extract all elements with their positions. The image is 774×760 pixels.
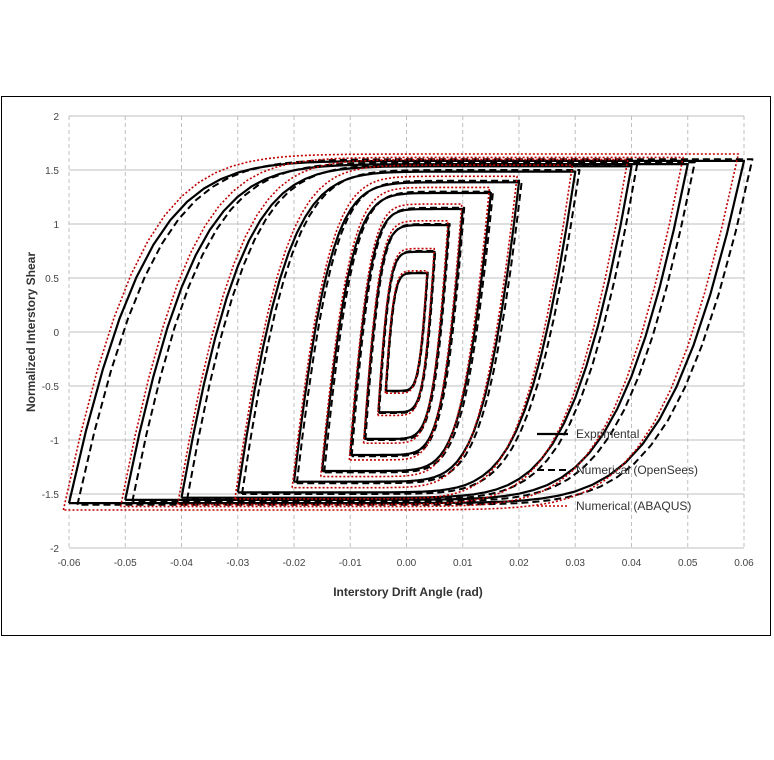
hysteresis-loop [292, 181, 521, 483]
y-tick-label: 1 [53, 220, 59, 231]
y-tick-label: -1.5 [42, 490, 60, 501]
hysteresis-loop [241, 169, 581, 495]
hysteresis-loop [348, 203, 463, 461]
y-tick-label: 2 [53, 112, 59, 123]
y-tick-label: 1.5 [45, 166, 59, 177]
x-tick-label: 0.06 [734, 558, 754, 569]
x-tick-label: 0.04 [622, 558, 642, 569]
hysteresis-loop [350, 206, 466, 458]
y-tick-label: -2 [50, 544, 59, 555]
hysteresis-loop [378, 250, 437, 414]
series-layer [62, 153, 754, 511]
x-axis-title: Interstory Drift Angle (rad) [333, 585, 483, 599]
legend-label: Numerical (OpenSees) [576, 463, 698, 477]
x-tick-label: 0.02 [509, 558, 529, 569]
x-tick-label: 0.05 [678, 558, 698, 569]
hysteresis-loop [124, 163, 689, 501]
hysteresis-loop [62, 153, 740, 511]
hysteresis-loop [323, 190, 494, 474]
legend: Exprimental Numerical (OpenSees) Numerical… [537, 427, 698, 513]
x-tick-label: 0.00 [397, 558, 417, 569]
hysteresis-chart: -0.06 -0.05 -0.04 -0.03 -0.02 -0.01 0.00 0.01 0.… [24, 112, 754, 599]
x-tick-label: 0.01 [453, 558, 473, 569]
hysteresis-loop [319, 186, 491, 478]
hysteresis-loop [364, 223, 451, 441]
hysteresis-loop [385, 271, 429, 393]
x-tick-label: -0.02 [283, 558, 306, 569]
x-tick-label: -0.04 [170, 558, 193, 569]
hysteresis-loop [67, 159, 746, 505]
hysteresis-loop [76, 158, 754, 506]
x-tick-label: -0.03 [226, 558, 249, 569]
tick-labels: -0.06 -0.05 -0.04 -0.03 -0.02 -0.01 0.00 0.01 0.… [42, 112, 754, 569]
hysteresis-loop [295, 179, 523, 485]
x-tick-label: -0.06 [58, 558, 81, 569]
hysteresis-loop [377, 247, 435, 417]
y-tick-label: 0.5 [45, 274, 59, 285]
hysteresis-loop [349, 207, 464, 457]
legend-label: Exprimental [576, 427, 639, 441]
y-axis-title: Normalized Interstory Shear [24, 252, 38, 412]
legend-label: Numerical (ABAQUS) [576, 499, 691, 513]
hysteresis-loop [176, 158, 629, 506]
y-tick-label: -1 [50, 436, 59, 447]
x-tick-label: -0.05 [114, 558, 137, 569]
hysteresis-loop [234, 164, 574, 500]
hysteresis-loop [362, 220, 449, 444]
series-2 [62, 153, 740, 511]
hysteresis-loop [291, 175, 518, 489]
x-tick-label: 0.03 [566, 558, 586, 569]
hysteresis-loop [119, 156, 684, 508]
y-tick-label: 0 [53, 328, 59, 339]
y-tick-label: -0.5 [42, 382, 60, 393]
hysteresis-loop [131, 161, 696, 503]
hysteresis-loop [384, 270, 428, 394]
chart-frame: -0.06 -0.05 -0.04 -0.03 -0.02 -0.01 0.00 0.01 0.… [1, 96, 771, 636]
x-tick-label: -0.01 [339, 558, 362, 569]
